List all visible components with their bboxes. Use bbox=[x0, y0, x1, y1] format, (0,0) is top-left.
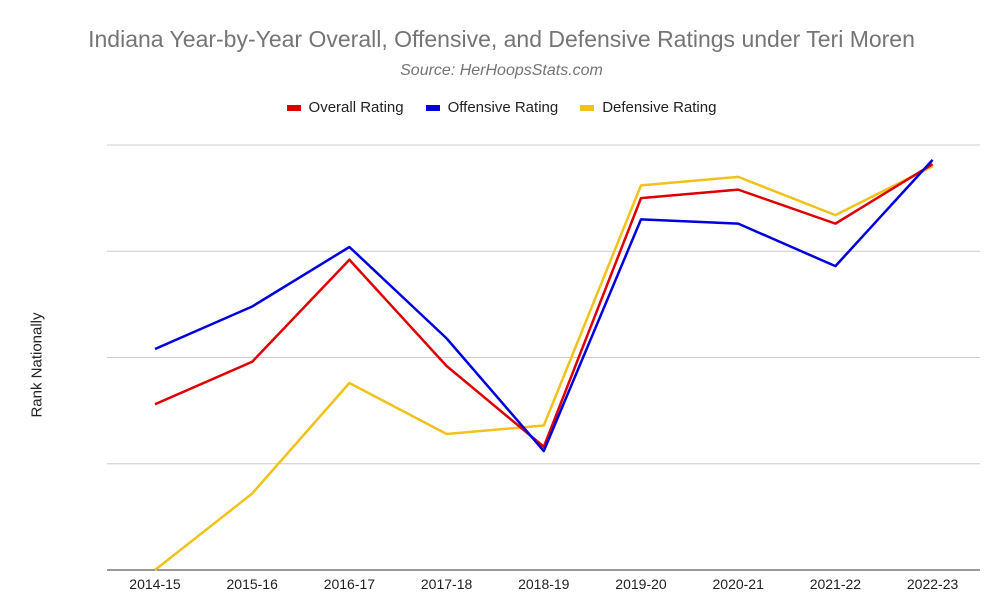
x-tick-label: 2016-17 bbox=[324, 576, 376, 592]
legend-swatch-overall bbox=[286, 104, 301, 111]
series-lines bbox=[154, 159, 934, 571]
x-tick-label: 2019-20 bbox=[615, 576, 667, 592]
x-tick-label: 2017-18 bbox=[421, 576, 473, 592]
legend-item-offensive[interactable]: Offensive Rating bbox=[425, 99, 559, 116]
chart-title: Indiana Year-by-Year Overall, Offensive,… bbox=[88, 26, 915, 52]
series-line-offensive-rating[interactable] bbox=[154, 159, 934, 453]
legend-label-overall: Overall Rating bbox=[308, 99, 404, 116]
x-tick-label: 2015-16 bbox=[227, 576, 279, 592]
legend: Overall Rating Offensive Rating Defensiv… bbox=[0, 99, 1003, 116]
legend-item-defensive[interactable]: Defensive Rating bbox=[580, 99, 716, 116]
x-tick-label: 2021-22 bbox=[810, 576, 862, 592]
x-tick-label: 2014-15 bbox=[129, 576, 181, 592]
legend-swatch-defensive bbox=[580, 104, 595, 111]
x-tick-label: 2022-23 bbox=[907, 576, 959, 592]
gridlines bbox=[107, 144, 980, 465]
legend-swatch-offensive bbox=[425, 104, 440, 111]
series-line-overall-rating[interactable] bbox=[154, 163, 934, 448]
x-tick-labels: 2014-15 2015-16 2016-17 2017-18 2018-19 2019-… bbox=[129, 576, 958, 592]
x-tick-label: 2018-19 bbox=[518, 576, 570, 592]
legend-label-offensive: Offensive Rating bbox=[447, 99, 559, 116]
x-tick-label: 2020-21 bbox=[713, 576, 765, 592]
legend-label-defensive: Defensive Rating bbox=[602, 99, 717, 116]
chart-subtitle: Source: HerHoopsStats.com bbox=[400, 62, 603, 79]
legend-item-overall[interactable]: Overall Rating bbox=[286, 99, 404, 116]
series-line-defensive-rating[interactable] bbox=[154, 165, 934, 571]
